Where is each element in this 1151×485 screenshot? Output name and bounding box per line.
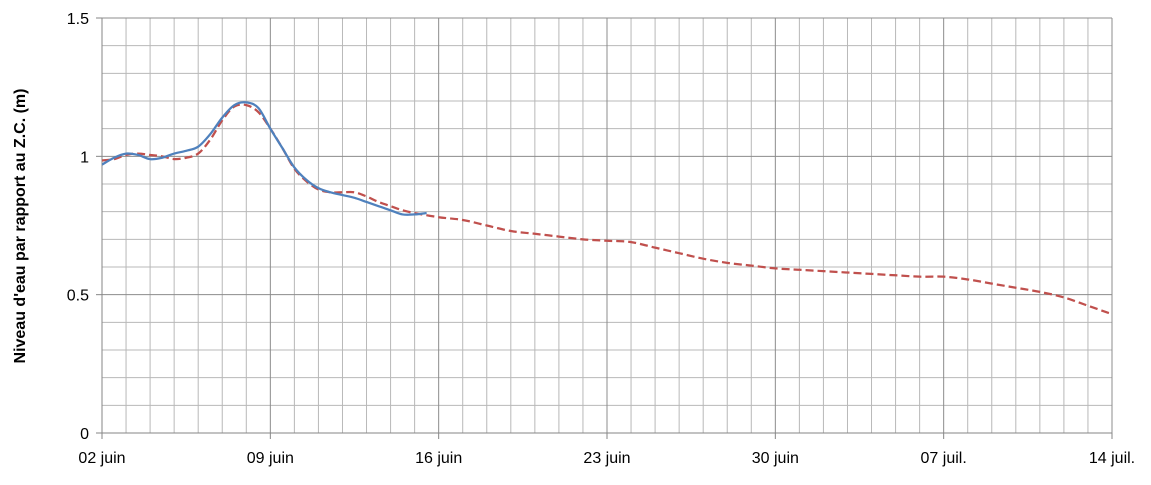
x-tick-labels: 02 juin 09 juin 16 juin 23 juin 30 juin 07 ju… [78,450,1135,467]
y-tick-label: 0.5 [67,288,89,305]
y-axis-label: Niveau d'eau par rapport au Z.C. (m) [12,89,29,364]
y-tick-label: 1.5 [67,11,89,28]
x-tick-label: 23 juin [583,450,630,467]
x-tick-label: 30 juin [752,450,799,467]
major-gridlines [102,17,1113,433]
series-layer [102,101,1112,316]
y-tick-labels: 0 0.5 1 1.5 [67,11,89,443]
x-tick-label: 02 juin [78,450,125,467]
axes [96,17,1113,439]
series-line-solid [102,101,427,216]
y-tick-label: 1 [80,149,89,166]
x-tick-label: 16 juin [415,450,462,467]
x-tick-label: 07 juil. [921,450,967,467]
x-tick-label: 09 juin [247,450,294,467]
x-tick-label: 14 juil. [1089,450,1135,467]
y-tick-label: 0 [80,426,89,443]
series-line-dashed [102,103,1112,316]
